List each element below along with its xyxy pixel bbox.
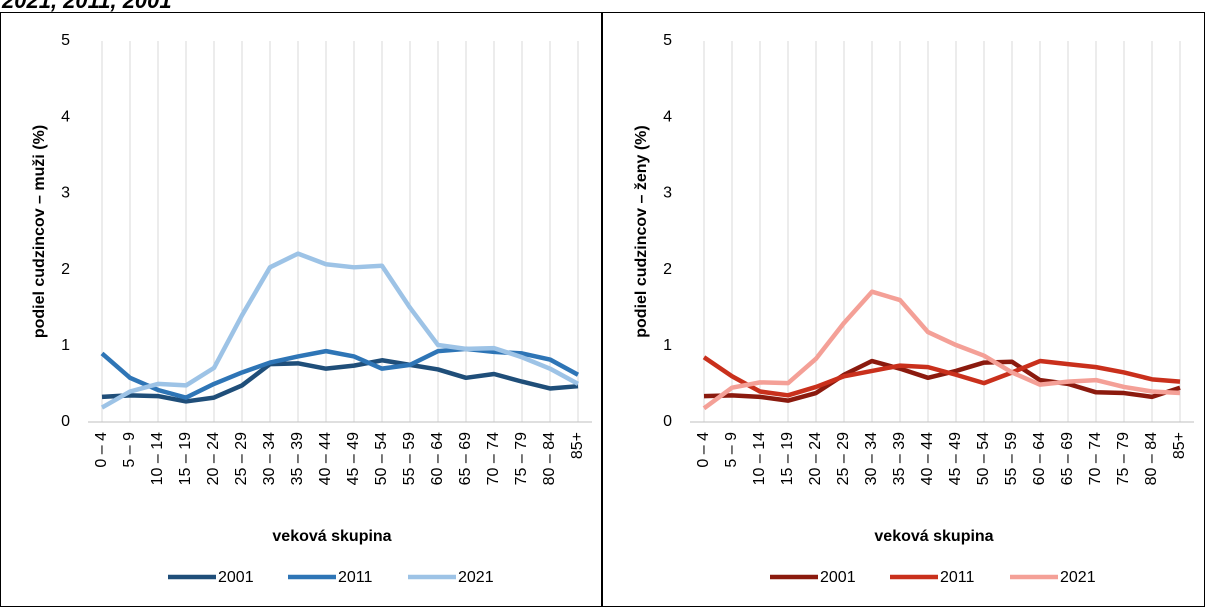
x-tick-label: 50 – 54 [975,432,992,485]
x-tick-label: 35 – 39 [891,432,908,485]
x-tick-label: 45 – 49 [947,432,964,485]
x-tick-label: 35 – 39 [289,432,306,485]
x-tick-label: 70 – 74 [1087,432,1104,485]
panel-border [0,12,602,607]
x-tick-label: 30 – 34 [261,432,278,485]
legend-label: 2011 [940,569,975,586]
series-line [100,251,580,410]
x-tick-label: 0 – 4 [695,432,712,468]
x-tick-label: 60 – 64 [429,432,446,485]
x-tick-label: 50 – 54 [373,432,390,485]
x-axis-title: veková skupina [874,528,993,545]
x-tick-label: 75 – 79 [1115,432,1132,485]
x-tick-label: 55 – 59 [401,432,418,485]
series-line [100,346,580,400]
x-tick-label: 80 – 84 [1143,432,1160,485]
x-tick-label: 0 – 4 [93,432,110,468]
x-tick-label: 60 – 64 [1031,432,1048,485]
x-tick-label: 5 – 9 [723,432,740,468]
x-tick-label: 75 – 79 [513,432,530,485]
x-tick-label: 45 – 49 [345,432,362,485]
legend-label: 2011 [338,569,373,586]
x-tick-label: 10 – 14 [751,432,768,485]
legend-label: 2001 [218,569,254,586]
x-tick-label: 85+ [569,432,586,459]
y-tick-label: 4 [61,108,70,125]
x-tick-label: 30 – 34 [863,432,880,485]
y-tick-label: 5 [663,32,672,49]
x-tick-label: 5 – 9 [121,432,138,468]
x-tick-label: 40 – 44 [317,432,334,485]
y-tick-label: 4 [663,108,672,125]
x-tick-label: 80 – 84 [541,432,558,485]
x-tick-label: 25 – 29 [233,432,250,485]
x-tick-label: 20 – 24 [205,432,222,485]
y-tick-label: 3 [61,185,70,202]
series-line [101,358,579,404]
x-tick-label: 40 – 44 [919,432,936,485]
y-tick-label: 0 [61,413,70,430]
x-tick-label: 15 – 19 [779,432,796,485]
y-tick-label: 5 [61,32,70,49]
y-tick-label: 2 [663,261,672,278]
y-axis-title: podiel cudzincov – ženy (%) [633,125,650,337]
legend-label: 2021 [1060,569,1096,586]
x-tick-label: 10 – 14 [149,432,166,485]
x-tick-label: 15 – 19 [177,432,194,485]
legend-label: 2001 [820,569,856,586]
y-tick-label: 0 [663,413,672,430]
y-tick-label: 3 [663,185,672,202]
series-line [702,289,1181,411]
x-tick-label: 65 – 69 [457,432,474,485]
y-tick-label: 2 [61,261,70,278]
x-tick-label: 65 – 69 [1059,432,1076,485]
y-axis-title: podiel cudzincov – muži (%) [31,125,48,338]
y-tick-label: 1 [61,337,70,354]
y-tick-label: 1 [663,337,672,354]
x-tick-label: 25 – 29 [835,432,852,485]
legend-label: 2021 [458,569,494,586]
x-tick-label: 70 – 74 [485,432,502,485]
panel-border [602,12,1205,607]
series-line [703,358,1181,403]
x-tick-label: 55 – 59 [1003,432,1020,485]
x-tick-label: 20 – 24 [807,432,824,485]
page-title: 2021, 2011, 2001 [1,0,172,13]
series-line [702,355,1181,398]
x-axis-title: veková skupina [272,528,391,545]
x-tick-label: 85+ [1171,432,1188,459]
